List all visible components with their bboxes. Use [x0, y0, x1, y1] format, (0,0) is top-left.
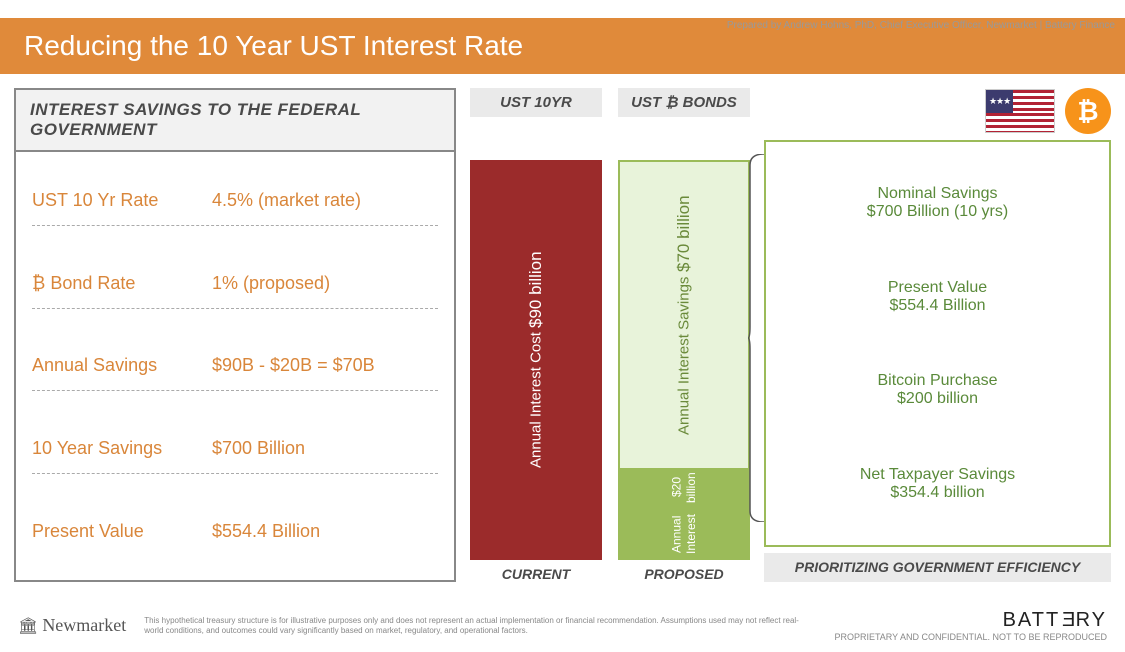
row-label: ₿ Bond Rate: [32, 273, 212, 294]
building-icon: 🏛: [18, 616, 38, 636]
priority-text: PRIORITIZING GOVERNMENT EFFICIENCY: [764, 553, 1111, 582]
bar-header: UST 10YR: [470, 88, 602, 117]
savings-table: INTEREST SAVINGS TO THE FEDERAL GOVERNME…: [14, 88, 456, 582]
summary-item: Bitcoin Purchase $200 billion: [776, 372, 1099, 408]
summary-value: $200 billion: [776, 390, 1099, 408]
summary-item: Present Value $554.4 Billion: [776, 279, 1099, 315]
summary-item: Net Taxpayer Savings $354.4 billion: [776, 466, 1099, 502]
bar-proposed-savings: Annual Interest Savings $70 billion: [618, 160, 750, 470]
bar-current: Annual Interest Cost $90 billion: [470, 160, 602, 560]
summary-value: $354.4 billion: [776, 484, 1099, 502]
bar-footer: CURRENT: [470, 560, 602, 582]
newmarket-text: Newmarket: [42, 615, 126, 636]
table-row: 10 Year Savings $700 Billion: [32, 424, 438, 474]
summary-item: Nominal Savings $700 Billion (10 yrs): [776, 185, 1099, 221]
bar-label: Annual Interest Savings: [674, 276, 695, 434]
summary-label: Net Taxpayer Savings: [776, 466, 1099, 484]
table-row: Annual Savings $90B - $20B = $70B: [32, 341, 438, 391]
bar-proposed-interest: Annual Interest $20 billion: [618, 470, 750, 560]
bitcoin-icon: ₿: [1065, 88, 1111, 134]
row-label: Annual Savings: [32, 355, 212, 376]
bar-value: $90 billion: [524, 252, 548, 329]
row-value: 4.5% (market rate): [212, 190, 438, 211]
prepared-by-text: Prepared by Andrew Hohns, PhD, Chief Exe…: [727, 20, 1115, 31]
summary-value: $700 Billion (10 yrs): [776, 203, 1099, 221]
content-area: INTEREST SAVINGS TO THE FEDERAL GOVERNME…: [0, 74, 1125, 582]
newmarket-logo: 🏛 Newmarket: [18, 615, 126, 636]
summary-label: Bitcoin Purchase: [776, 372, 1099, 390]
bar-footer: PROPOSED: [618, 560, 750, 582]
bar-proposed-column: UST ₿ BONDS Annual Interest Savings $70 …: [618, 88, 750, 582]
row-value: $554.4 Billion: [212, 521, 438, 542]
savings-table-header: INTEREST SAVINGS TO THE FEDERAL GOVERNME…: [16, 90, 454, 152]
summary-column: ★★★ ₿ Nominal Savings $700 Billion (10 y…: [764, 88, 1111, 582]
bar-label: Annual Interest Cost: [526, 333, 547, 469]
row-label: 10 Year Savings: [32, 438, 212, 459]
footer: 🏛 Newmarket This hypothetical treasury s…: [0, 603, 1125, 652]
us-flag-icon: ★★★: [985, 89, 1055, 133]
savings-table-body: UST 10 Yr Rate 4.5% (market rate) ₿ Bond…: [16, 152, 454, 580]
table-row: UST 10 Yr Rate 4.5% (market rate): [32, 176, 438, 226]
row-label: UST 10 Yr Rate: [32, 190, 212, 211]
bar-label: Annual Interest: [670, 508, 699, 560]
disclaimer-text: This hypothetical treasury structure is …: [126, 616, 834, 634]
summary-box: Nominal Savings $700 Billion (10 yrs) Pr…: [764, 140, 1111, 547]
summary-label: Nominal Savings: [776, 185, 1099, 203]
bracket-icon: [748, 154, 764, 522]
bar-current-column: UST 10YR Annual Interest Cost $90 billio…: [470, 88, 602, 582]
summary-label: Present Value: [776, 279, 1099, 297]
summary-value: $554.4 Billion: [776, 297, 1099, 315]
bar-value: $20 billion: [670, 470, 699, 505]
row-value: $90B - $20B = $70B: [212, 355, 438, 376]
table-row: ₿ Bond Rate 1% (proposed): [32, 259, 438, 309]
bar-chart: UST 10YR Annual Interest Cost $90 billio…: [470, 88, 750, 582]
bar-header: UST ₿ BONDS: [618, 88, 750, 117]
row-value: 1% (proposed): [212, 273, 438, 294]
bar-area: Annual Interest Cost $90 billion: [470, 123, 602, 560]
table-row: Present Value $554.4 Billion: [32, 507, 438, 556]
row-label: Present Value: [32, 521, 212, 542]
row-value: $700 Billion: [212, 438, 438, 459]
battery-logo: BATTERY: [834, 609, 1107, 632]
bar-area: Annual Interest Savings $70 billion Annu…: [618, 123, 750, 560]
battery-logo-block: BATTERY PROPRIETARY AND CONFIDENTIAL. NO…: [834, 609, 1107, 642]
bar-value: $70 billion: [672, 195, 696, 272]
flag-row: ★★★ ₿: [764, 88, 1111, 134]
